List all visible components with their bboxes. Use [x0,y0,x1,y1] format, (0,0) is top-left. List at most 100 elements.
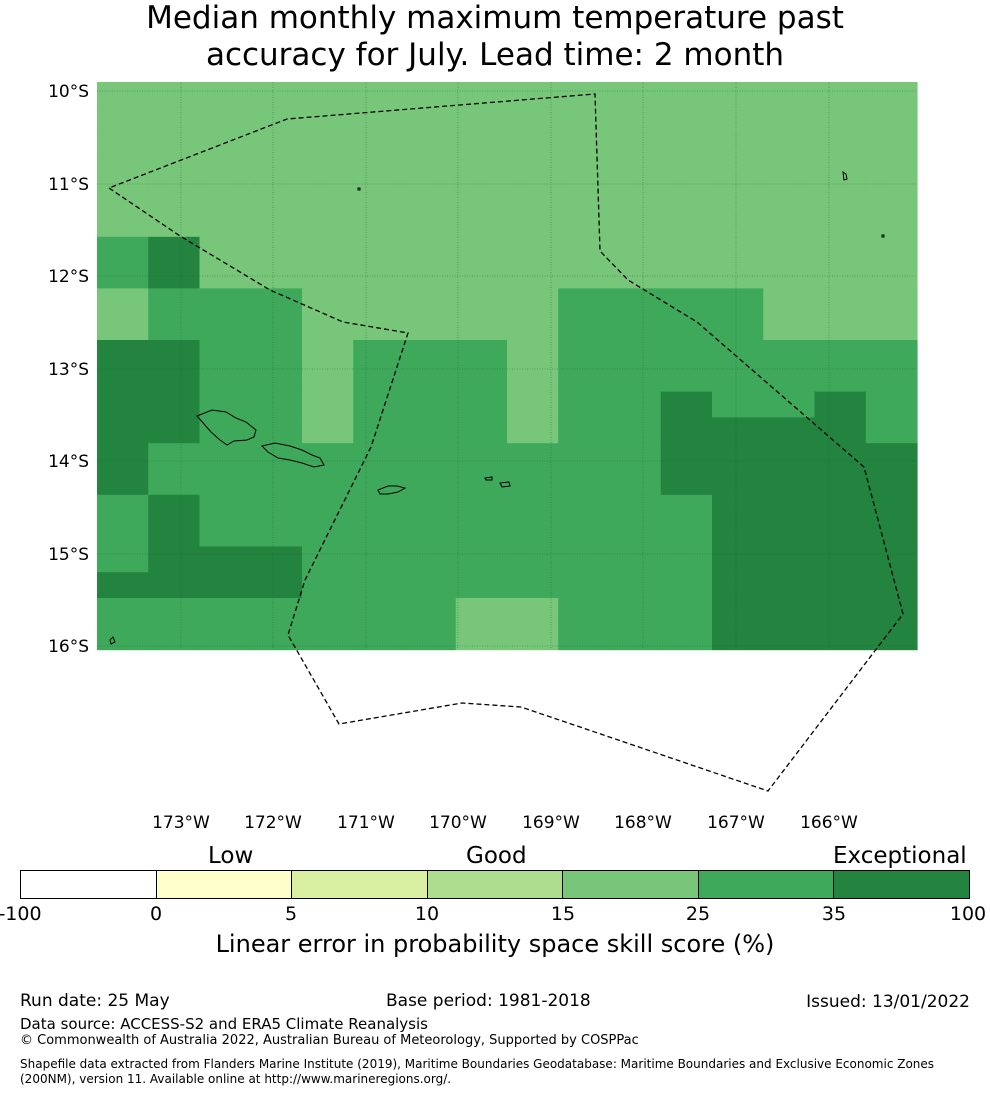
copyright: © Commonwealth of Australia 2022, Austra… [20,1033,639,1048]
grid-cell [507,391,559,418]
grid-cell [404,340,457,367]
grid-cell [814,288,867,315]
grid-cell [865,314,918,341]
grid-cell [660,494,713,522]
latitude-label: 11°S [48,175,89,195]
grid-cell [507,82,559,109]
grid-cell [148,107,201,135]
grid-cell [507,598,559,625]
latitude-label: 10°S [48,82,89,102]
grid-cell [763,443,816,470]
grid-cell [455,236,508,264]
grid-cell [302,185,354,212]
grid-cell [199,546,252,573]
grid-cell [455,598,508,625]
grid-cell [455,82,508,109]
colorbar-tick: 0 [149,903,163,925]
grid-cell [302,314,354,341]
grid-cell [660,546,713,573]
grid-cell [865,236,918,264]
grid-cell [199,443,252,470]
grid-cell [609,314,662,341]
grid-cell [250,82,303,109]
grid-cell [712,572,764,599]
grid-cell [404,391,457,418]
title-line-1: Median monthly maximum temperature past [146,0,844,36]
savaii-island [196,409,257,446]
grid-cell [763,340,816,367]
grid-cell [558,391,611,418]
grid-cell [507,417,559,444]
legend-category-good: Good [466,843,527,869]
grid-cell [404,572,457,599]
grid-cell [404,288,457,315]
grid-cell [814,494,867,522]
grid-cell [865,572,918,599]
grid-cell [148,288,201,315]
longitude-label: 167°W [707,813,765,830]
skill-grid [97,82,918,651]
grid-cell [507,236,559,264]
grid-cell [404,469,457,496]
grid-cell [455,314,508,341]
grid-cell [712,211,764,238]
grid-cell [712,288,764,315]
grid-cell [353,365,406,393]
grid-cell [353,572,406,599]
grid-cell [865,623,918,651]
grid-cell [814,82,867,109]
grid-cell [814,185,867,212]
grid-cell [97,288,149,315]
grid-cell [199,572,252,599]
grid-cell [763,314,816,341]
grid-cell [455,288,508,315]
grid-cell [712,159,764,186]
grid-cell [199,262,252,289]
grid-cell [712,546,764,573]
grid-cell [558,340,611,367]
colorbar-tick: 100 [949,903,987,925]
grid-cell [199,623,252,651]
grid-cell [763,598,816,625]
grid-cell [558,236,611,264]
grid-cell [455,494,508,522]
grid-cell [404,82,457,109]
grid-cell [97,598,149,625]
grid-cell [609,598,662,625]
small-island-a [357,187,361,191]
grid-cell [763,185,816,212]
grid-cell [455,340,508,367]
grid-cell [814,107,867,135]
grid-cell [97,391,149,418]
grid-cell [353,314,406,341]
grid-cell [609,107,662,135]
grid-cell [609,159,662,186]
grid-cell [660,469,713,496]
grid-cell [865,520,918,547]
grid-cell [148,443,201,470]
grid-cell [404,598,457,625]
grid-cell [660,107,713,135]
grid-cell [558,288,611,315]
grid-cell [404,262,457,289]
grid-cell [865,211,918,238]
grid-cell [507,469,559,496]
grid-cell [199,236,252,264]
grid-cell [302,262,354,289]
grid-cell [148,340,201,367]
grid-cell [712,469,764,496]
grid-cell [865,391,918,418]
latitude-label: 14°S [48,452,89,472]
grid-cell [353,443,406,470]
grid-cell [763,133,816,160]
grid-cell [199,417,252,444]
grid-cell [97,520,149,547]
grid-cell [609,133,662,160]
colorbar-tick: 5 [284,903,298,925]
grid-cell [250,520,303,547]
grid-cell [814,340,867,367]
grid-cell [558,262,611,289]
grid-cell [148,365,201,393]
grid-cell [558,623,611,651]
grid-cell [814,469,867,496]
